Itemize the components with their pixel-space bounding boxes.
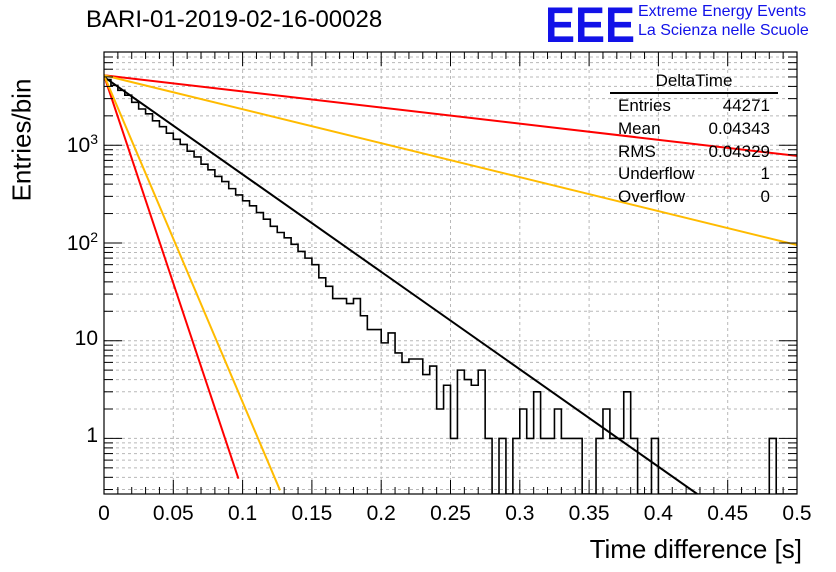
x-tick-label: 0.1 <box>227 502 258 525</box>
stats-label: Entries <box>618 96 671 115</box>
stats-row-entries: Entries 44271 <box>610 95 778 118</box>
y-tick-label: 1 <box>86 424 98 448</box>
stats-value: 1 <box>760 164 770 184</box>
stats-value: 0 <box>760 187 770 207</box>
y-axis-title: Entries/bin <box>6 78 37 202</box>
y-tick-base: 10 <box>66 134 91 158</box>
stats-title: DeltaTime <box>655 71 733 90</box>
stats-label: Underflow <box>618 164 695 184</box>
stats-label: Overflow <box>618 187 686 207</box>
eee-logo: EEE <box>545 2 635 46</box>
x-tick-label: 0.45 <box>707 502 749 525</box>
logo-line-1: Extreme Energy Events <box>638 3 807 20</box>
stats-row-overflow: Overflow 0 <box>610 186 778 209</box>
logo-line-2: La Scienza nelle Scuole <box>638 22 809 39</box>
x-axis-title: Time difference [s] <box>589 534 802 564</box>
stats-divider <box>610 92 778 94</box>
y-ticks <box>104 56 797 491</box>
stats-value: 0.04329 <box>708 141 770 161</box>
x-tick-label: 0.5 <box>782 502 812 525</box>
fit-curve <box>104 74 281 491</box>
stats-box: DeltaTime Entries 44271 Mean 0.04343 RMS… <box>610 70 778 209</box>
fit-curve <box>104 74 797 157</box>
x-tick-label: 0.2 <box>366 502 396 525</box>
fit-curve <box>104 74 797 247</box>
fit-curve <box>104 74 240 480</box>
stats-row-underflow: Underflow 1 <box>610 163 778 186</box>
y-tick-base: 10 <box>74 326 98 350</box>
stats-value: 0.04343 <box>708 118 770 138</box>
x-tick-label: 0 <box>98 502 110 525</box>
fit-curve <box>104 76 698 494</box>
y-tick-exponent: 2 <box>90 228 98 245</box>
y-tick-label: 103 <box>67 131 98 158</box>
x-tick-label: 0.25 <box>430 502 471 525</box>
chart-title: BARI-01-2019-02-16-00028 <box>86 6 383 33</box>
x-tick-label: 0.3 <box>505 502 535 525</box>
x-tick-label: 0.35 <box>568 502 610 525</box>
y-tick-base: 10 <box>66 231 91 255</box>
x-tick-label: 0.05 <box>152 502 194 525</box>
y-tick-label: 10 <box>75 327 98 351</box>
stats-row-mean: Mean 0.04343 <box>610 118 778 141</box>
stats-label: Mean <box>618 118 661 138</box>
y-tick-base: 1 <box>86 424 98 448</box>
histogram-steps <box>104 78 797 494</box>
y-axis-title-wrapper: Entries/bin <box>2 79 42 202</box>
x-tick-label: 0.4 <box>643 502 673 525</box>
y-tick-exponent: 3 <box>90 131 98 148</box>
x-ticks <box>103 52 798 494</box>
stats-value: 44271 <box>722 96 770 115</box>
grid <box>104 52 797 494</box>
x-tick-label: 0.15 <box>291 502 333 525</box>
stats-label: RMS <box>618 141 656 161</box>
logo-letters: EEE <box>545 2 635 46</box>
stats-row-rms: RMS 0.04329 <box>610 141 778 164</box>
y-tick-label: 102 <box>67 229 98 256</box>
